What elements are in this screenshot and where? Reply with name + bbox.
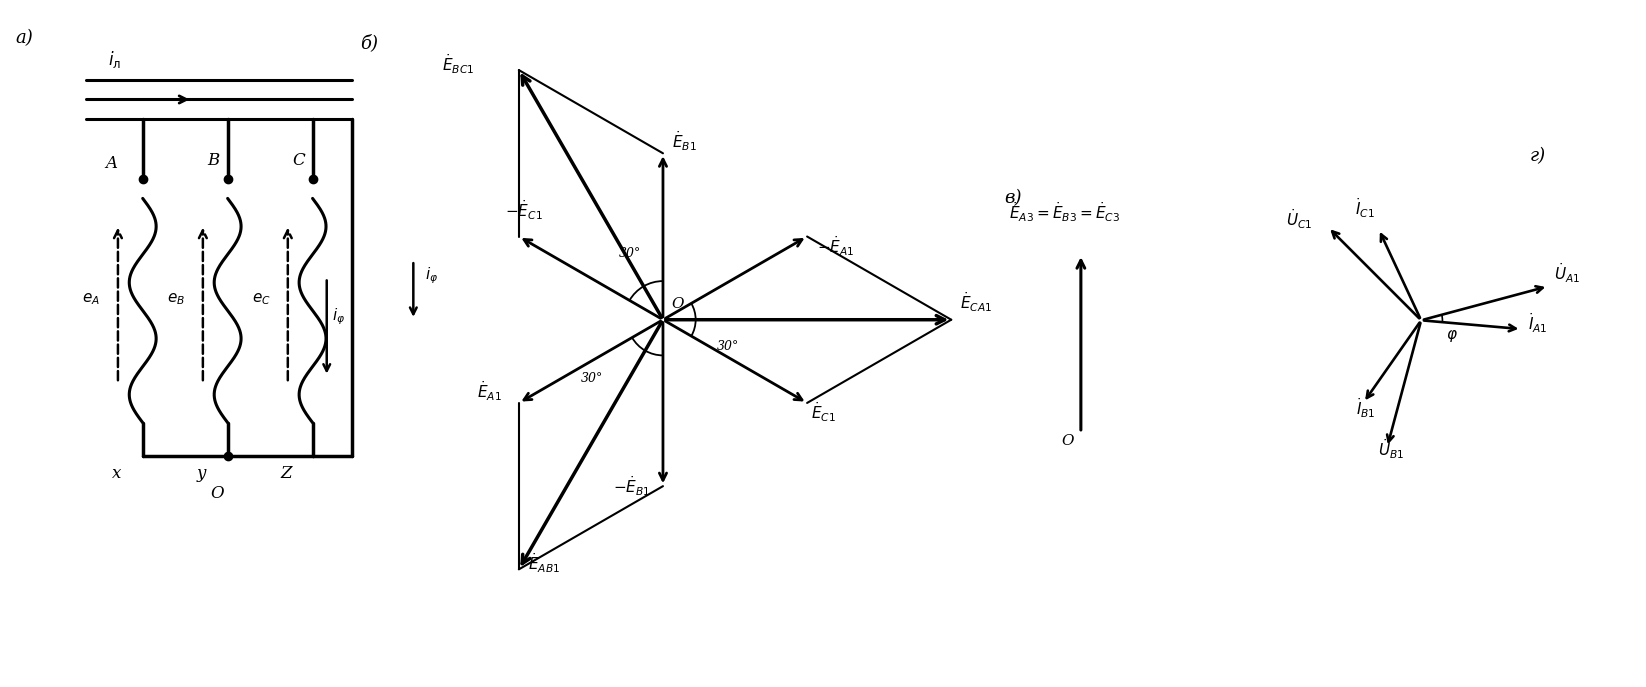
Text: $\dot{U}_{C1}$: $\dot{U}_{C1}$ [1286, 207, 1312, 231]
Text: $\dot{E}_{AB1}$: $\dot{E}_{AB1}$ [528, 552, 561, 575]
Text: $\dot{E}_{BC1}$: $\dot{E}_{BC1}$ [441, 52, 474, 76]
Text: $e_B$: $e_B$ [168, 291, 186, 307]
Text: $\dot{E}_{C1}$: $\dot{E}_{C1}$ [811, 401, 836, 425]
Text: $\dot{U}_{B1}$: $\dot{U}_{B1}$ [1378, 438, 1404, 461]
Text: г): г) [1529, 148, 1546, 166]
Text: в): в) [1004, 190, 1022, 207]
Text: $e_C$: $e_C$ [252, 291, 270, 307]
Text: 30°: 30° [718, 340, 739, 353]
Text: 30°: 30° [581, 372, 602, 385]
Text: $\dot{E}_{A1}$: $\dot{E}_{A1}$ [477, 379, 502, 403]
Text: $\dot{U}_{A1}$: $\dot{U}_{A1}$ [1554, 261, 1580, 284]
Text: $e_A$: $e_A$ [82, 291, 100, 307]
Text: $\dot{I}_{B1}$: $\dot{I}_{B1}$ [1356, 396, 1376, 420]
Text: а): а) [15, 29, 33, 47]
Text: $i_\varphi$: $i_\varphi$ [332, 306, 346, 327]
Text: $\dot{I}_{C1}$: $\dot{I}_{C1}$ [1355, 196, 1376, 220]
Text: $-\dot{E}_{B1}$: $-\dot{E}_{B1}$ [612, 475, 650, 498]
Text: $-\dot{E}_{A1}$: $-\dot{E}_{A1}$ [816, 234, 854, 258]
Text: y: y [196, 465, 206, 482]
Text: $\dot{E}_{CA1}$: $\dot{E}_{CA1}$ [960, 290, 993, 314]
Text: $\dot{I}_{A1}$: $\dot{I}_{A1}$ [1527, 312, 1547, 335]
Text: $\dot{E}_{A3}=\dot{E}_{B3}=\dot{E}_{C3}$: $\dot{E}_{A3}=\dot{E}_{B3}=\dot{E}_{C3}$ [1009, 201, 1119, 225]
Text: $i_\varphi$: $i_\varphi$ [425, 266, 438, 286]
Text: O: O [672, 297, 683, 311]
Text: б): б) [360, 34, 379, 52]
Text: $-\dot{E}_{C1}$: $-\dot{E}_{C1}$ [505, 199, 542, 223]
Text: $\dot{E}_{B1}$: $\dot{E}_{B1}$ [673, 130, 698, 153]
Text: Z: Z [280, 465, 291, 482]
Text: A: A [105, 155, 117, 172]
Text: O: O [1062, 434, 1075, 448]
Text: $\varphi$: $\varphi$ [1447, 328, 1458, 344]
Text: C: C [291, 152, 305, 169]
Text: O: O [211, 485, 224, 502]
Text: x: x [112, 465, 120, 482]
Text: B: B [207, 152, 219, 169]
Text: $i_\text{л}$: $i_\text{л}$ [109, 49, 120, 70]
Text: 30°: 30° [619, 247, 640, 260]
